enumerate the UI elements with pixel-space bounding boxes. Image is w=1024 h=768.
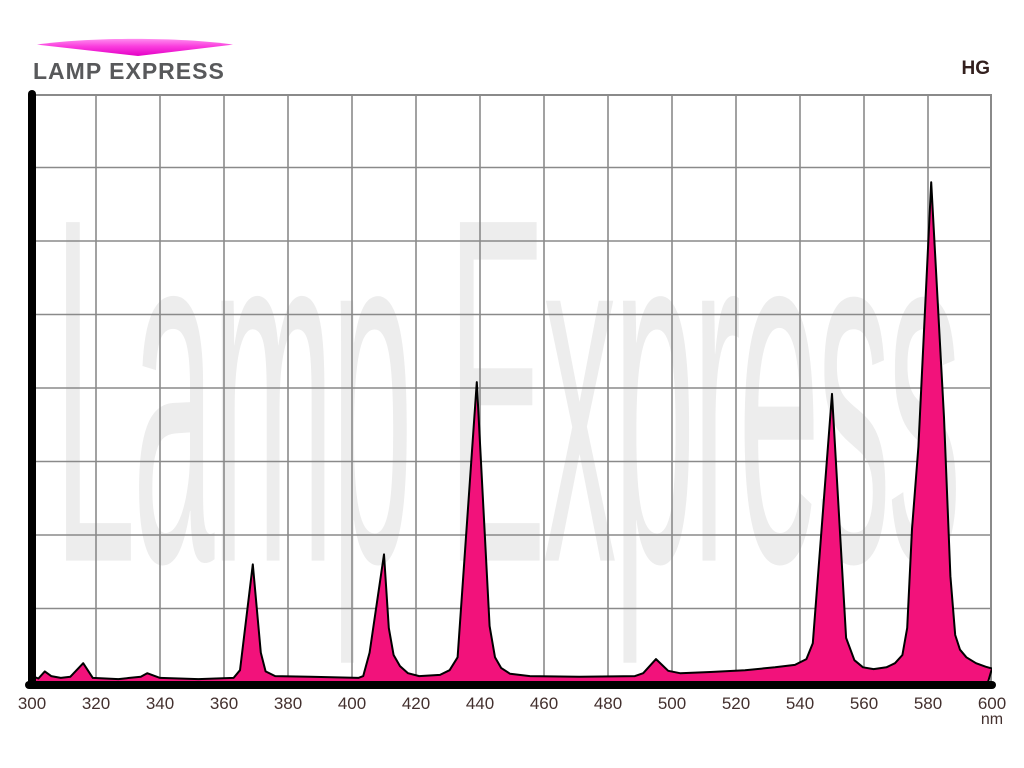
x-tick-label-540: 540: [785, 694, 815, 713]
x-tick-label-300: 300: [17, 694, 47, 713]
y-axis-line: [28, 90, 36, 686]
lamp-type-label: HG: [961, 58, 991, 79]
x-tick-label-520: 520: [721, 694, 751, 713]
x-tick-label-360: 360: [209, 694, 239, 713]
x-tick-label-580: 580: [913, 694, 943, 713]
brand-name: LAMP EXPRESS: [33, 58, 225, 84]
x-tick-label-460: 460: [529, 694, 559, 713]
x-tick-label-340: 340: [145, 694, 175, 713]
x-tick-label-400: 400: [337, 694, 367, 713]
x-tick-label-420: 420: [401, 694, 431, 713]
x-tick-label-500: 500: [657, 694, 687, 713]
logo-swoosh-icon: [37, 38, 233, 57]
x-axis-line: [25, 681, 996, 689]
x-tick-label-560: 560: [849, 694, 879, 713]
x-tick-label-380: 380: [273, 694, 303, 713]
x-axis-unit-label: nm: [980, 711, 1004, 728]
brand-logo: LAMP EXPRESS: [33, 34, 253, 86]
x-tick-label-320: 320: [81, 694, 111, 713]
x-tick-label-480: 480: [593, 694, 623, 713]
spectrum-area: [32, 181, 992, 682]
x-tick-label-600: 600: [977, 694, 1007, 713]
watermark-text: Lamp Express: [54, 114, 961, 666]
plot-area: Lamp Express: [32, 94, 992, 682]
x-tick-label-440: 440: [465, 694, 495, 713]
spectrum-curve: [32, 181, 992, 682]
